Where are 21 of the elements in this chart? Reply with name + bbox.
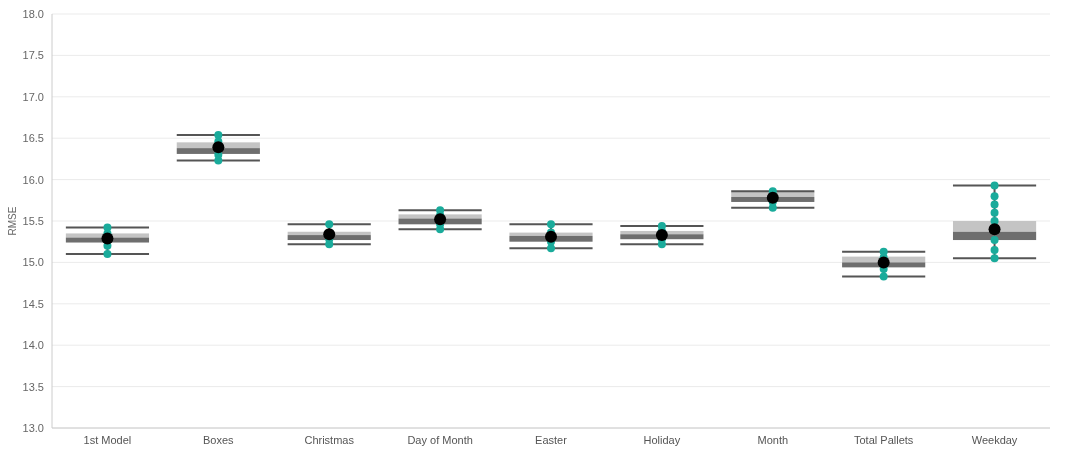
- y-tick-label: 13.5: [22, 380, 44, 393]
- x-tick-label: Total Pallets: [854, 433, 914, 446]
- x-tick-label: Easter: [535, 433, 568, 446]
- x-tick-label: Boxes: [203, 433, 235, 446]
- y-tick-label: 18.0: [22, 7, 44, 20]
- x-tick-label: Holiday: [643, 433, 681, 446]
- y-tick-label: 13.0: [22, 421, 44, 434]
- x-tick-label: Christmas: [304, 433, 355, 446]
- y-tick-label: 15.0: [22, 256, 44, 269]
- y-tick-label: 16.0: [22, 173, 44, 186]
- y-tick-label: 17.0: [22, 90, 44, 103]
- y-axis-title: RMSE: [6, 206, 18, 236]
- y-tick-label: 17.5: [22, 49, 44, 62]
- y-tick-label: 16.5: [22, 132, 44, 145]
- y-tick-label: 14.5: [22, 297, 44, 310]
- x-tick-label: Day of Month: [407, 433, 473, 446]
- x-tick-label: Month: [757, 433, 789, 446]
- x-tick-label: 1st Model: [83, 433, 132, 446]
- y-tick-label: 15.5: [22, 214, 44, 227]
- x-tick-label: Weekday: [971, 433, 1018, 446]
- y-tick-label: 14.0: [22, 339, 44, 352]
